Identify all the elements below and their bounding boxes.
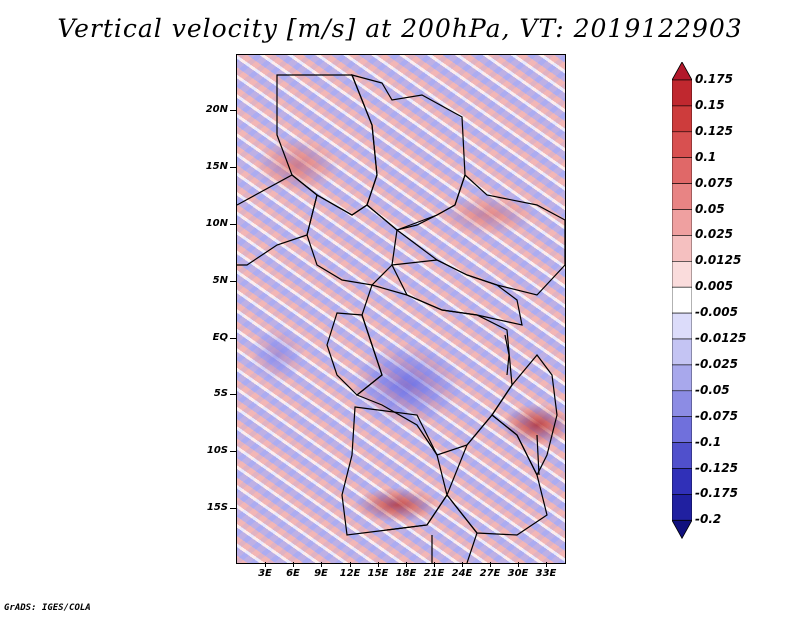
lon-label-9e: 9E <box>314 568 328 579</box>
lon-label-27e: 27E <box>479 568 501 579</box>
colorbar-cell <box>672 390 692 417</box>
lon-label-18e: 18E <box>395 568 417 579</box>
colorbar-label: 0.125 <box>695 123 733 138</box>
colorbar-cell <box>672 235 692 262</box>
colorbar-label: -0.075 <box>695 408 738 423</box>
lon-label-21e: 21E <box>423 568 445 579</box>
lat-label-5n: 5N <box>212 275 228 286</box>
lon-label-24e: 24E <box>451 568 473 579</box>
lon-tick <box>546 562 547 567</box>
colorbar-label: -0.05 <box>695 382 730 397</box>
colorbar-cell <box>672 416 692 443</box>
colorbar-cell <box>672 286 692 314</box>
lon-label-30e: 30E <box>507 568 529 579</box>
colorbar-cell <box>672 364 692 392</box>
lat-label-10s: 10S <box>206 445 228 456</box>
colorbar-cell <box>672 442 692 469</box>
lat-tick <box>230 508 236 509</box>
lat-tick <box>230 394 236 395</box>
lon-tick <box>265 562 266 567</box>
colorbar-label: 0.005 <box>695 279 733 294</box>
colorbar <box>672 62 692 540</box>
colorbar-label: 0.175 <box>695 72 733 86</box>
colorbar-label: 0.1 <box>695 149 717 164</box>
lon-tick <box>490 562 491 567</box>
map-title: Vertical velocity [m/s] at 200hPa, VT: 2… <box>57 14 743 43</box>
colorbar-cell <box>672 312 692 340</box>
map-plot-area <box>236 54 566 564</box>
colorbar-cell <box>672 468 692 495</box>
lon-tick <box>406 562 407 567</box>
colorbar-label: -0.175 <box>695 486 738 501</box>
lon-tick <box>321 562 322 567</box>
colorbar-cell <box>672 261 692 288</box>
lat-tick <box>230 451 236 452</box>
colorbar-label: 0.15 <box>695 97 725 112</box>
lon-tick <box>462 562 463 567</box>
lon-tick <box>378 562 379 567</box>
lat-label-20n: 20N <box>205 104 228 115</box>
colorbar-cell <box>672 338 692 366</box>
colorbar-label: -0.025 <box>695 356 738 371</box>
country-borders <box>237 74 565 563</box>
lat-label-15n: 15N <box>205 161 228 172</box>
lon-label-3e: 3E <box>258 568 272 579</box>
colorbar-cell <box>672 209 692 236</box>
lat-label-5s: 5S <box>213 388 228 399</box>
colorbar-cell <box>672 79 692 107</box>
colorbar-label: 0.0125 <box>695 253 742 268</box>
lat-label-eq: EQ <box>212 332 228 343</box>
colorbar-cell <box>672 131 692 159</box>
lat-label-10n: 10N <box>205 218 228 229</box>
lon-label-33e: 33E <box>535 568 557 579</box>
colorbar-label: -0.2 <box>695 512 722 527</box>
lat-tick <box>230 167 236 168</box>
lat-tick <box>230 338 236 339</box>
lon-label-12e: 12E <box>339 568 361 579</box>
colorbar-cell <box>672 157 692 184</box>
colorbar-min-arrow <box>672 519 692 540</box>
lat-tick <box>230 224 236 225</box>
colorbar-label: -0.005 <box>695 305 738 320</box>
grads-credit: GrADS: IGES/COLA <box>4 603 91 613</box>
lon-tick <box>434 562 435 567</box>
colorbar-label: -0.0125 <box>695 331 747 345</box>
lon-tick <box>350 562 351 567</box>
lon-tick <box>518 562 519 567</box>
colorbar-max-arrow <box>672 62 692 81</box>
lat-tick <box>230 110 236 111</box>
lon-label-15e: 15E <box>367 568 389 579</box>
colorbar-cell <box>672 183 692 210</box>
colorbar-label: 0.075 <box>695 175 733 190</box>
lon-label-6e: 6E <box>286 568 300 579</box>
colorbar-label: 0.025 <box>695 227 733 242</box>
colorbar-label: 0.05 <box>695 201 725 216</box>
lat-tick <box>230 281 236 282</box>
colorbar-label: -0.125 <box>695 460 738 475</box>
lon-tick <box>293 562 294 567</box>
colorbar-cell <box>672 105 692 133</box>
colorbar-label: -0.1 <box>695 434 722 449</box>
colorbar-cell <box>672 494 692 521</box>
lat-label-15s: 15S <box>206 502 228 513</box>
